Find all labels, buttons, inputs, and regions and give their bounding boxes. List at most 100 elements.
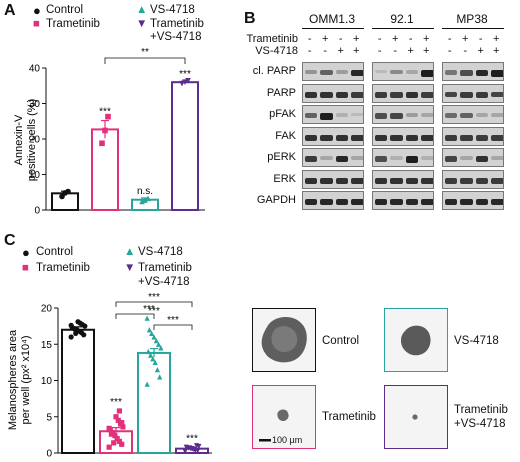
blot-panel	[442, 83, 504, 103]
blot-band	[304, 134, 317, 141]
chart-a-point	[142, 197, 148, 203]
chart-a-bracket	[104, 57, 186, 64]
blot-band	[390, 134, 403, 141]
legend-a-trametinib-label: Trametinib	[46, 18, 100, 30]
blot-band	[320, 134, 333, 141]
legend-c-combo-label-1: Trametinib	[138, 262, 192, 274]
blot-band	[335, 113, 348, 117]
chart-c-ytick-label: 10	[41, 376, 53, 387]
blot-band	[335, 70, 348, 74]
blot-band	[421, 134, 433, 141]
lane-sign: -	[323, 45, 328, 57]
treat-label-trametinib: Trametinib	[246, 33, 298, 45]
legend-c-combo-label-2: +VS-4718	[138, 276, 190, 288]
legend-a-combo-label-1: Trametinib	[150, 18, 204, 30]
chart-c-annotation: ***	[148, 292, 160, 303]
blot-panel	[372, 191, 434, 210]
blot-panel	[372, 62, 434, 81]
blot-band	[491, 70, 503, 77]
chart-a-point	[102, 127, 108, 134]
protein-label: PARP	[266, 86, 296, 99]
blot-band	[320, 113, 333, 120]
legend-c-control-marker: ●	[22, 245, 30, 260]
cell-line-underline-mp38	[442, 28, 504, 29]
chart-a-bar	[171, 81, 199, 212]
chart-c-point	[144, 381, 150, 387]
blot-panel	[302, 148, 364, 167]
chart-c-point	[182, 448, 188, 455]
scalebar-label: 100 µm	[272, 435, 303, 445]
legend-c-control-label: Control	[36, 246, 74, 258]
chart-c-bar	[137, 351, 171, 455]
blot-band	[374, 113, 387, 119]
image-combo	[384, 385, 448, 449]
lane-sign: -	[393, 45, 398, 57]
chart-c-point	[146, 327, 153, 333]
blot-band	[351, 70, 363, 77]
chart-c-point	[187, 445, 193, 451]
chart-c-bar	[61, 328, 95, 454]
blot-band	[491, 177, 503, 184]
blot-band	[351, 177, 363, 184]
blot-band	[374, 177, 387, 184]
chart-c-point	[193, 443, 200, 449]
cell-line-underline-omm13	[302, 28, 364, 29]
lane-sign: +	[493, 33, 500, 45]
blot-band	[390, 91, 403, 98]
lane-sign: +	[423, 33, 430, 45]
chart-a-ytick-label: 20	[29, 135, 41, 146]
chart-c-bracket	[153, 324, 193, 330]
blot-panel	[372, 148, 434, 167]
image-label-control: Control	[322, 335, 360, 347]
blot-band	[351, 91, 363, 98]
chart-c-point	[114, 435, 120, 442]
lane-sign: -	[447, 33, 452, 45]
chart-c-point	[155, 341, 162, 347]
chart-c-point	[119, 441, 125, 447]
blot-band	[475, 91, 488, 98]
chart-a-ylabel-2: positive cells (%)	[26, 99, 38, 182]
lane-sign: -	[377, 45, 382, 57]
lane-sign: +	[322, 33, 329, 45]
blot-band	[444, 70, 457, 75]
chart-c-point	[111, 440, 117, 446]
lane-sign: -	[408, 33, 413, 45]
blot-band	[475, 177, 488, 184]
blot-band	[304, 156, 317, 162]
panel-letter-a: A	[4, 2, 16, 19]
chart-c-bracket	[115, 301, 193, 307]
scale-bar	[259, 439, 271, 442]
protein-label: cl. PARP	[252, 65, 296, 77]
protein-label: pFAK	[269, 108, 296, 120]
blot-band	[444, 91, 457, 98]
chart-a-point	[179, 80, 185, 87]
blot-panel	[442, 191, 504, 210]
blot-band	[335, 177, 348, 184]
blot-band	[421, 156, 433, 160]
blot-band	[444, 156, 457, 162]
lane-sign: +	[392, 33, 399, 45]
blot-band	[444, 113, 457, 118]
blot-band	[374, 70, 387, 74]
chart-c: Melanospheres area per well (px² x10⁴) 0…	[7, 292, 212, 460]
blot-band	[405, 156, 418, 163]
chart-a-point	[65, 188, 71, 195]
blot-band	[405, 134, 418, 141]
blot-band	[475, 70, 488, 77]
chart-c-annotation: ***	[143, 304, 155, 315]
blot-band	[444, 199, 457, 206]
chart-c-point	[150, 356, 156, 362]
blot-panel	[372, 169, 434, 189]
chart-a-ytick-label: 30	[29, 99, 41, 110]
blot-band	[351, 156, 363, 160]
blot-band	[374, 156, 387, 162]
blot-band	[390, 199, 403, 206]
lane-sign: +	[353, 45, 360, 57]
blot-band	[390, 177, 403, 184]
chart-c-point	[68, 322, 74, 328]
blot-band	[320, 70, 333, 76]
lane-sign: -	[377, 33, 382, 45]
blot-band	[320, 91, 333, 98]
blot-band	[304, 70, 317, 75]
blot-band	[304, 177, 317, 184]
